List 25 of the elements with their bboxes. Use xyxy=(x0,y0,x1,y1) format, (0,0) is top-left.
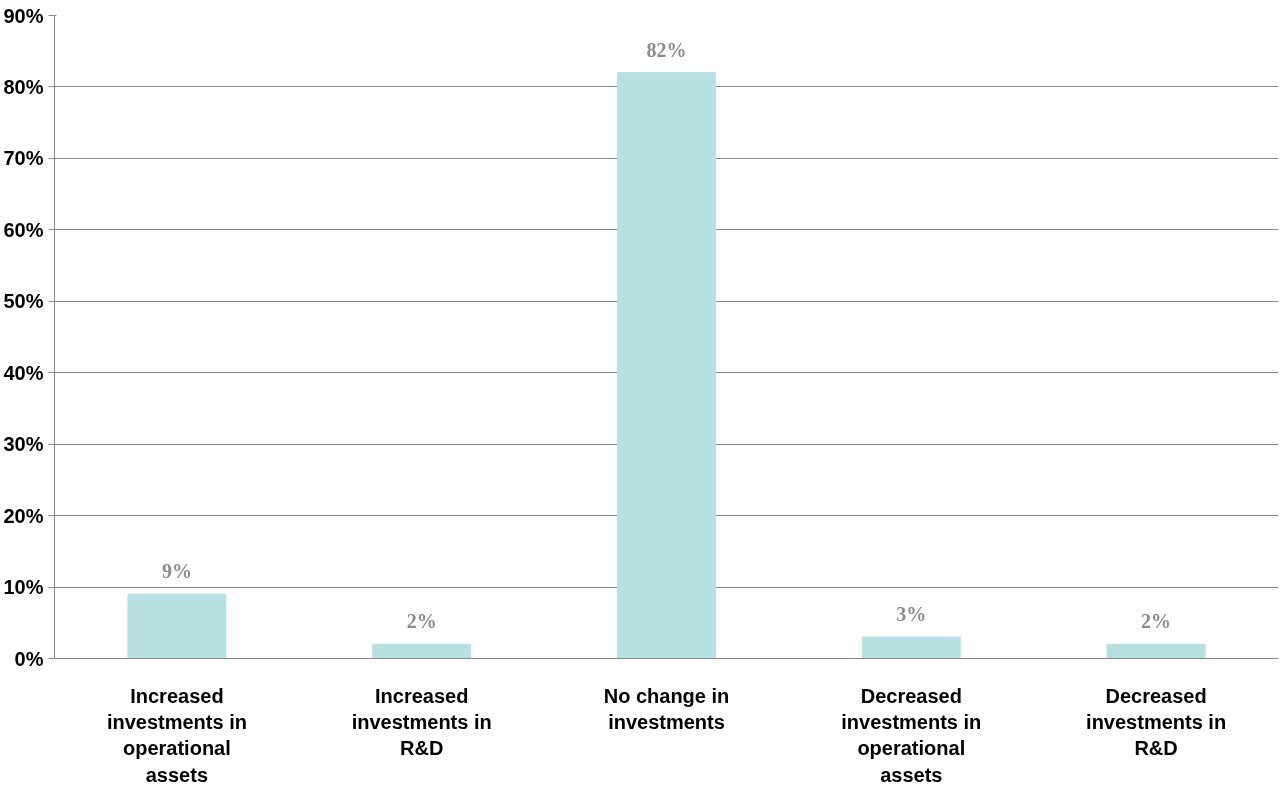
bar xyxy=(372,643,472,659)
y-tick-label: 0% xyxy=(14,647,44,670)
data-label: 2% xyxy=(406,610,437,633)
x-tick-label: Increased investments in operational assets xyxy=(106,684,247,786)
y-tick-label: 80% xyxy=(3,75,44,98)
y-tick-label: 10% xyxy=(3,576,44,599)
y-tick-label: 70% xyxy=(3,147,44,170)
bar xyxy=(861,636,961,659)
y-tick-label: 30% xyxy=(3,433,44,456)
x-tick-label: Increased investments in R&D xyxy=(351,684,492,760)
data-label: 2% xyxy=(1141,610,1172,633)
y-tick-label: 50% xyxy=(3,290,44,313)
x-tick-label: Decreased investments in operational assets xyxy=(841,684,982,786)
bar xyxy=(1106,643,1206,659)
y-tick-label: 40% xyxy=(3,361,44,384)
y-tick-label: 90% xyxy=(3,4,44,27)
x-tick-label: Decreased investments in R&D xyxy=(1086,684,1227,760)
bar xyxy=(617,72,716,659)
y-tick-label: 20% xyxy=(3,504,44,527)
data-label: 9% xyxy=(161,560,192,583)
bar xyxy=(127,593,227,659)
x-tick-label: No change in investments xyxy=(603,684,730,733)
data-label: 82% xyxy=(646,38,687,61)
y-tick-label: 60% xyxy=(3,218,44,241)
data-label: 3% xyxy=(896,603,927,626)
